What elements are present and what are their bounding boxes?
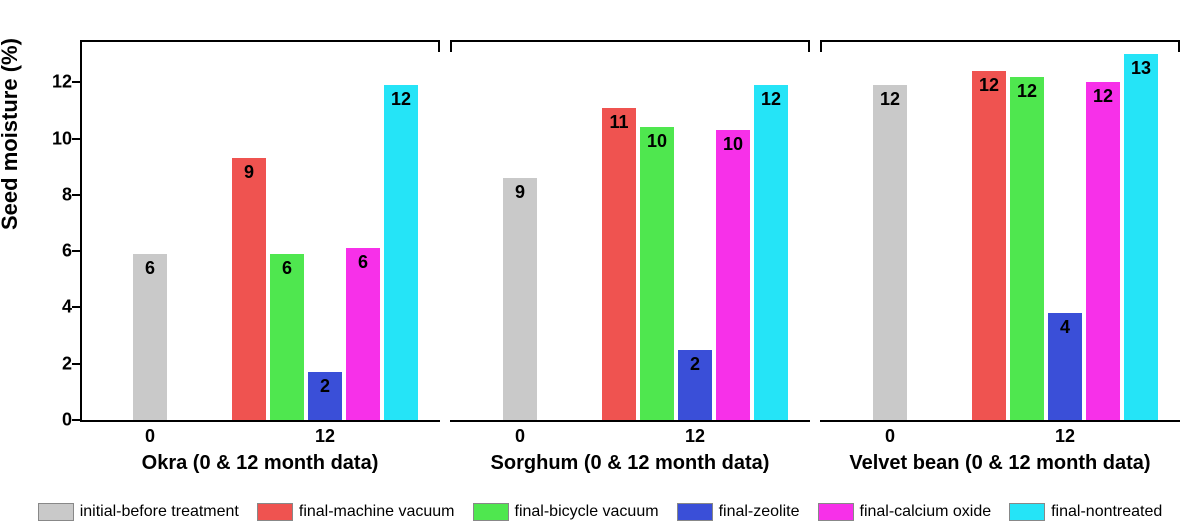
plot-area: 6962612911102101212121241213	[80, 40, 1180, 420]
y-tick	[72, 138, 80, 140]
y-tick	[72, 419, 80, 421]
x-axis-segment	[80, 420, 81, 422]
bar-value-label: 12	[1010, 81, 1044, 102]
legend-label: final-zeolite	[719, 503, 800, 521]
y-tick-label: 2	[12, 353, 72, 374]
y-tick-label: 4	[12, 297, 72, 318]
bar-value-label: 12	[972, 75, 1006, 96]
y-tick	[72, 306, 80, 308]
legend-swatch	[257, 503, 293, 521]
y-tick	[72, 363, 80, 365]
bar-value-label: 6	[270, 258, 304, 279]
bar-bicycle: 10	[640, 127, 674, 420]
legend-swatch	[677, 503, 713, 521]
bar-machine: 11	[602, 108, 636, 420]
bar-nontreated: 12	[384, 85, 418, 420]
bar-value-label: 13	[1124, 58, 1158, 79]
group-label: Okra (0 & 12 month data)	[80, 452, 440, 475]
bar-machine: 9	[232, 158, 266, 420]
y-tick-label: 6	[12, 241, 72, 262]
bar-nontreated: 13	[1124, 54, 1158, 420]
bar-value-label: 4	[1048, 317, 1082, 338]
bar-zeolite: 4	[1048, 313, 1082, 420]
x-tick-label: 12	[210, 426, 440, 447]
y-tick	[72, 194, 80, 196]
bar-value-label: 2	[678, 354, 712, 375]
legend-swatch	[1009, 503, 1045, 521]
y-tick-label: 0	[12, 410, 72, 431]
bar-zeolite: 2	[678, 350, 712, 420]
legend-swatch	[38, 503, 74, 521]
bar-value-label: 12	[754, 89, 788, 110]
x-tick-label: 12	[950, 426, 1180, 447]
bar-calcium: 12	[1086, 82, 1120, 420]
bar-value-label: 9	[503, 182, 537, 203]
bar-value-label: 12	[384, 89, 418, 110]
x-tick-label: 0	[90, 426, 210, 447]
bar-value-label: 11	[602, 112, 636, 133]
bar-value-label: 9	[232, 162, 266, 183]
y-tick-label: 10	[12, 128, 72, 149]
x-tick-label: 12	[580, 426, 810, 447]
legend-label: final-machine vacuum	[299, 503, 455, 521]
bar-value-label: 6	[346, 252, 380, 273]
group-label: Velvet bean (0 & 12 month data)	[820, 452, 1180, 475]
y-tick-label: 12	[12, 72, 72, 93]
x-axis-segment	[450, 420, 810, 422]
x-axis-segment	[820, 420, 1180, 422]
bar-bicycle: 12	[1010, 77, 1044, 420]
seed-moisture-chart: Seed moisture (%) 6962612911102101212121…	[0, 0, 1200, 529]
bar-initial: 9	[503, 178, 537, 420]
x-tick-label: 0	[830, 426, 950, 447]
bar-calcium: 6	[346, 248, 380, 420]
y-tick	[72, 81, 80, 83]
bar-initial: 6	[133, 254, 167, 420]
legend-label: final-bicycle vacuum	[515, 503, 659, 521]
legend-label: final-nontreated	[1051, 503, 1162, 521]
legend-label: initial-before treatment	[80, 503, 239, 521]
x-tick-label: 0	[460, 426, 580, 447]
bar-zeolite: 2	[308, 372, 342, 420]
bar-value-label: 10	[716, 134, 750, 155]
legend: initial-before treatment final-machine va…	[20, 503, 1180, 521]
legend-item-nontreated: final-nontreated	[1009, 503, 1162, 521]
bar-calcium: 10	[716, 130, 750, 420]
bar-value-label: 12	[1086, 86, 1120, 107]
legend-item-calcium: final-calcium oxide	[818, 503, 992, 521]
bar-initial: 12	[873, 85, 907, 420]
legend-swatch	[818, 503, 854, 521]
legend-swatch	[473, 503, 509, 521]
bar-nontreated: 12	[754, 85, 788, 420]
legend-item-machine: final-machine vacuum	[257, 503, 455, 521]
bar-value-label: 10	[640, 131, 674, 152]
y-tick-label: 8	[12, 184, 72, 205]
legend-item-zeolite: final-zeolite	[677, 503, 800, 521]
bar-value-label: 12	[873, 89, 907, 110]
bar-value-label: 2	[308, 376, 342, 397]
group-label: Sorghum (0 & 12 month data)	[450, 452, 810, 475]
bar-machine: 12	[972, 71, 1006, 420]
y-tick	[72, 250, 80, 252]
bar-bicycle: 6	[270, 254, 304, 420]
legend-item-bicycle: final-bicycle vacuum	[473, 503, 659, 521]
legend-label: final-calcium oxide	[860, 503, 992, 521]
legend-item-initial: initial-before treatment	[38, 503, 239, 521]
x-axis-segment	[80, 420, 440, 422]
bar-value-label: 6	[133, 258, 167, 279]
